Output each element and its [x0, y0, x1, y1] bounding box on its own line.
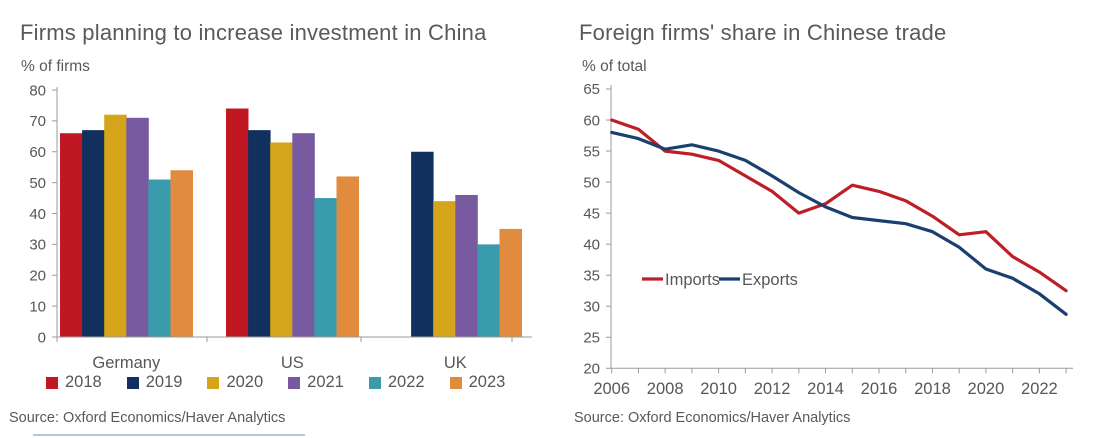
- x-tick-label: 2020: [968, 380, 1005, 398]
- category-label-uk: UK: [444, 354, 467, 372]
- series-line-imports: [610, 118, 1068, 293]
- y-tick-label: 55: [583, 143, 600, 160]
- category-label-us: US: [281, 354, 304, 372]
- line-chart-plot: 20 25 30 35 40 45 50 55 60 65 2006 2008 2010 2012 2014…: [583, 81, 1073, 398]
- x-tick-label: 2010: [700, 380, 737, 398]
- bar-chart-unit-label: % of firms: [21, 58, 90, 75]
- bar-2019-UK: [411, 151, 434, 337]
- y-tick-label: 0: [38, 329, 46, 346]
- line-chart-title: Foreign firms' share in Chinese trade: [579, 20, 947, 45]
- legend-item-2021: 2021: [288, 373, 344, 392]
- y-tick-label: 30: [583, 298, 600, 315]
- y-tick-label: 25: [583, 330, 600, 347]
- x-tick-label: 2014: [807, 380, 844, 398]
- y-tick-label: 60: [583, 112, 600, 129]
- line-chart-source: Source: Oxford Economics/Haver Analytics: [574, 410, 851, 426]
- bar-2018-US: [226, 108, 249, 338]
- legend-item-2020: 2020: [207, 373, 263, 392]
- y-tick-label: 50: [583, 174, 600, 191]
- bar-2020-US: [270, 142, 293, 337]
- line-chart-unit-label: % of total: [582, 58, 647, 75]
- bar-2020-UK: [433, 201, 456, 337]
- x-tick-label: 2018: [914, 380, 951, 398]
- legend-item-2023: 2023: [449, 373, 506, 392]
- y-tick-label: 60: [29, 144, 46, 161]
- legend-label: 2019: [145, 373, 183, 391]
- legend-label: 2023: [468, 373, 506, 391]
- y-tick-label: 70: [29, 113, 46, 130]
- legend-swatch-icon: [368, 376, 381, 389]
- bar-2021-Germany: [126, 117, 149, 337]
- bar-2023-UK: [499, 228, 522, 337]
- legend-label-imports: Imports: [665, 271, 720, 289]
- legend-label: 2021: [307, 373, 344, 391]
- y-tick-label: 20: [583, 361, 600, 378]
- bar-2022-US: [314, 198, 337, 337]
- legend-label-exports: Exports: [742, 271, 798, 289]
- bar-chart-source: Source: Oxford Economics/Haver Analytics: [9, 410, 286, 426]
- bar-2023-US: [336, 176, 359, 337]
- bottom-accent-line: [33, 434, 305, 436]
- bar-2019-US: [248, 130, 271, 337]
- bar-2022-UK: [477, 244, 500, 337]
- bar-2023-Germany: [170, 170, 193, 337]
- legend-label: 2018: [65, 373, 102, 391]
- legend-item-2019: 2019: [126, 373, 183, 392]
- y-tick-label: 40: [583, 236, 600, 253]
- bar-2021-US: [292, 133, 315, 337]
- legend-label: 2020: [226, 373, 264, 391]
- x-tick-label: 2012: [754, 380, 791, 398]
- bar-2019-Germany: [82, 130, 105, 337]
- bar-2020-Germany: [104, 114, 127, 337]
- legend-swatch-icon: [449, 376, 462, 389]
- y-tick-label: 10: [29, 298, 46, 315]
- y-tick-label: 20: [29, 268, 46, 285]
- legend-swatch-icon: [207, 376, 220, 389]
- y-tick-label: 50: [29, 175, 46, 192]
- y-tick-label: 30: [29, 237, 46, 254]
- legend-swatch-icon: [46, 376, 58, 389]
- legend-item-2018: 2018: [46, 373, 102, 392]
- line-chart-panel: Foreign firms' share in Chinese trade % …: [557, 0, 1114, 438]
- bar-chart-title: Firms planning to increase investment in…: [20, 20, 487, 45]
- y-tick-label: 80: [29, 82, 46, 99]
- bar-2021-UK: [455, 194, 478, 337]
- x-tick-label: 2008: [647, 380, 684, 398]
- x-tick-label: 2022: [1021, 380, 1058, 398]
- y-tick-label: 40: [29, 206, 46, 223]
- bar-2018-Germany: [60, 133, 83, 337]
- bar-2022-Germany: [148, 179, 171, 337]
- bar-chart-plot: 0 10 20 30 40 50 60 70 80 Germany US UK: [29, 82, 532, 372]
- y-tick-label: 45: [583, 205, 600, 222]
- bar-chart-panel: Firms planning to increase investment in…: [9, 20, 532, 436]
- y-tick-label: 65: [583, 81, 600, 98]
- x-tick-label: 2006: [593, 380, 630, 398]
- legend-item-2022: 2022: [368, 373, 425, 392]
- series-line-exports: [610, 130, 1068, 316]
- y-tick-label: 35: [583, 267, 600, 284]
- legend-swatch-icon: [288, 376, 301, 389]
- legend-swatch-icon: [126, 376, 139, 389]
- category-label-germany: Germany: [92, 354, 161, 372]
- x-tick-label: 2016: [861, 380, 898, 398]
- bar-chart-legend: 2018 2019 2020 2021 2022 2023: [46, 373, 505, 392]
- legend-label: 2022: [387, 373, 425, 391]
